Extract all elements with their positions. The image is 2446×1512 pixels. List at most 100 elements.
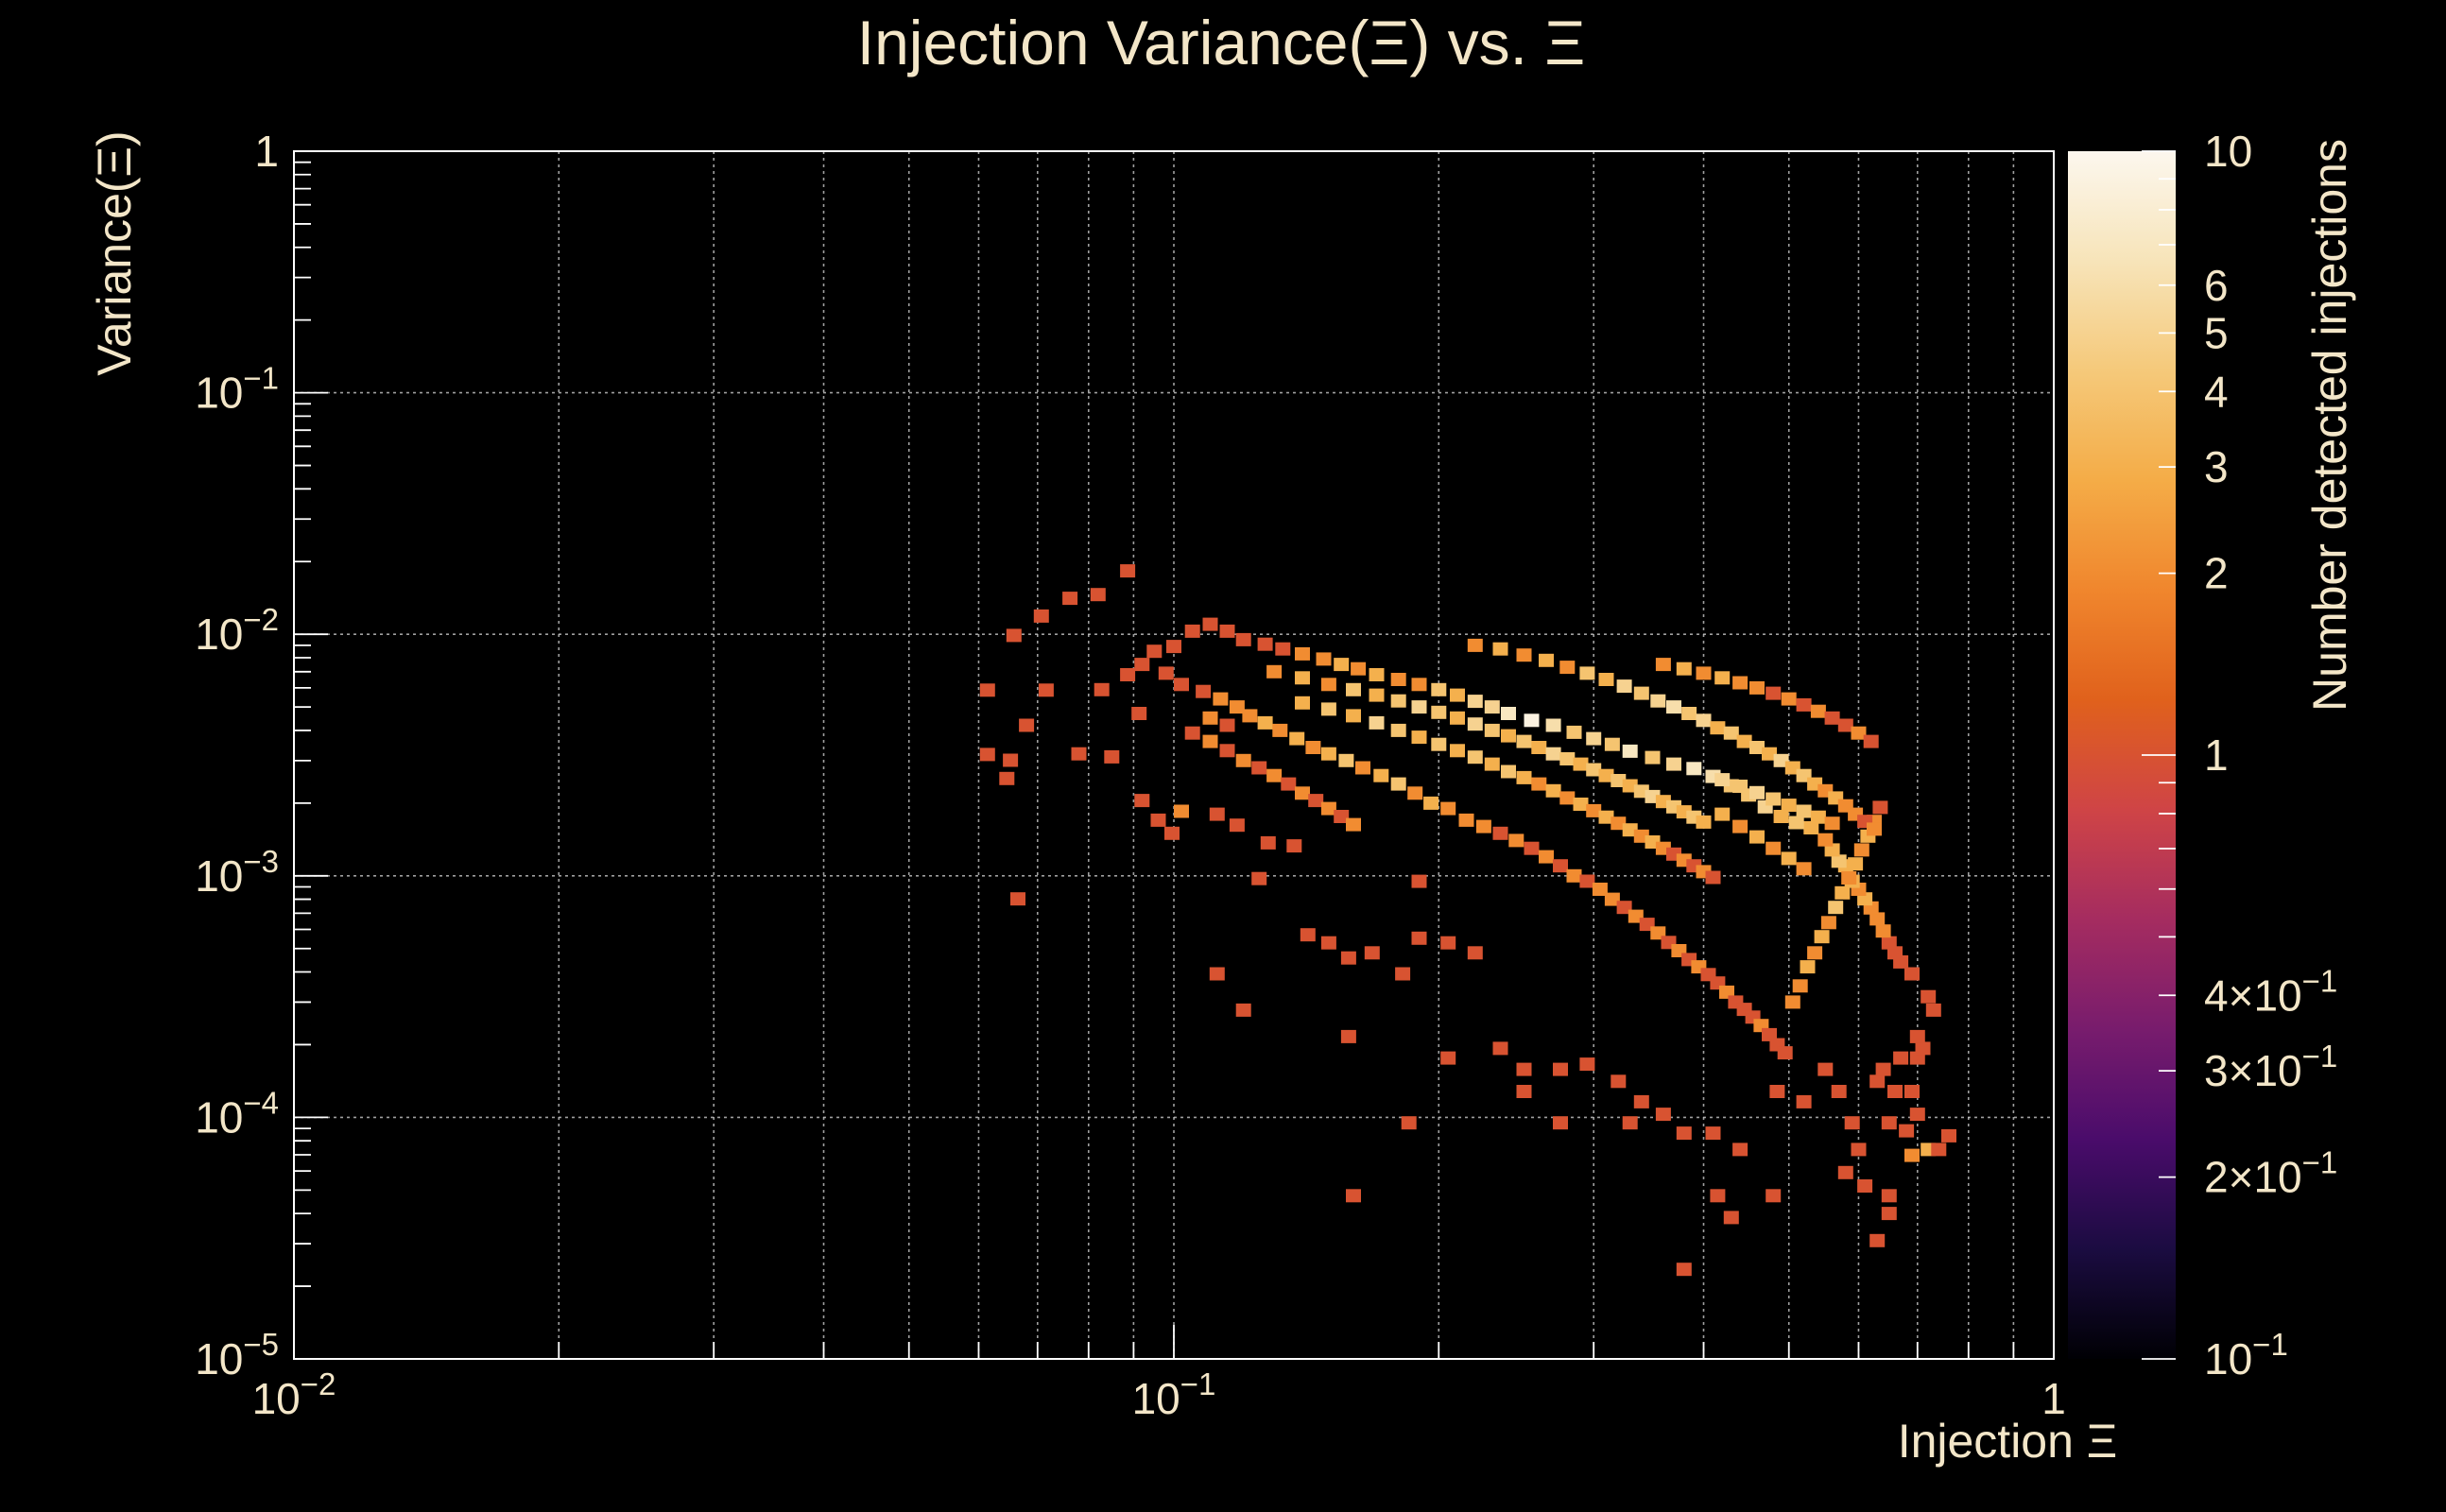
heatmap-cell — [1773, 753, 1789, 767]
heatmap-cell — [1881, 1207, 1897, 1221]
heatmap-cell — [1814, 930, 1830, 944]
heatmap-cell — [1545, 747, 1561, 761]
heatmap-cell — [1676, 1126, 1692, 1141]
heatmap-cell — [1219, 718, 1235, 732]
heatmap-cell — [1732, 676, 1748, 690]
heatmap-cell — [1915, 1041, 1931, 1056]
heatmap-cell — [1492, 826, 1508, 840]
heatmap-cell — [1266, 768, 1283, 782]
heatmap-cell — [1229, 700, 1245, 714]
heatmap-cell — [1174, 678, 1189, 692]
heatmap-cell — [1390, 723, 1406, 737]
heatmap-cell — [1174, 804, 1189, 818]
heatmap-cell — [1338, 753, 1354, 767]
heatmap-cell — [1676, 662, 1692, 676]
heatmap-cell — [1732, 1143, 1748, 1157]
heatmap-cell — [1242, 709, 1258, 723]
heatmap-cell — [1893, 1051, 1909, 1065]
heatmap-cell — [1723, 1211, 1739, 1225]
x-tick-label: 1 — [2041, 1374, 2066, 1423]
heatmap-cell — [1553, 1116, 1568, 1130]
heatmap-cell — [1346, 682, 1361, 696]
heatmap-cell — [1320, 801, 1336, 816]
heatmap-cell — [1213, 692, 1229, 706]
heatmap-cell — [1904, 1148, 1920, 1162]
heatmap-cell — [1766, 686, 1782, 700]
grid-lines — [294, 151, 2054, 1359]
heatmap-cell — [1266, 664, 1283, 679]
heatmap-cell — [1831, 854, 1847, 868]
heatmap-cell — [1781, 799, 1797, 813]
heatmap-cell — [1209, 967, 1225, 981]
heatmap-cell — [1320, 702, 1336, 716]
heatmap-cell — [1202, 734, 1218, 748]
heatmap-cell — [1749, 785, 1765, 799]
heatmap-cell — [1295, 646, 1310, 661]
heatmap-cell — [1257, 637, 1273, 651]
heatmap-cell — [1516, 1062, 1532, 1076]
heatmap-cell — [1033, 609, 1049, 623]
heatmap-cell — [1275, 642, 1291, 656]
heatmap-cell — [1887, 946, 1903, 960]
heatmap-cell — [1810, 704, 1826, 718]
heatmap-cell — [1401, 1116, 1417, 1130]
heatmap-cell — [1146, 644, 1163, 659]
heatmap-cell — [1921, 989, 1937, 1004]
heatmap-cell — [1104, 749, 1120, 764]
heatmap-cell — [1257, 715, 1273, 730]
colorbar-tick-label: 10 — [2204, 127, 2252, 176]
heatmap-cell — [1295, 696, 1310, 710]
heatmap-cell — [1090, 588, 1106, 602]
heatmap-cell — [1369, 668, 1385, 681]
y-tick-label: 10−3 — [195, 844, 279, 901]
heatmap-cell — [1431, 737, 1447, 751]
heatmap-cell — [1450, 711, 1465, 725]
heatmap-cell — [1841, 871, 1857, 885]
heatmap-cell — [1411, 931, 1427, 945]
colorbar-tick-label: 4×10−1 — [2204, 963, 2337, 1020]
heatmap-cell — [1681, 707, 1697, 720]
heatmap-cell — [1184, 726, 1200, 740]
heatmap-cell — [1749, 680, 1765, 695]
heatmap-cell — [1251, 761, 1267, 775]
heatmap-cell — [1817, 833, 1834, 847]
colorbar-tick-label: 1 — [2204, 730, 2229, 780]
heatmap-cell — [1800, 960, 1816, 974]
y-tick-label: 10−2 — [195, 602, 279, 659]
heatmap-cell — [1925, 1003, 1941, 1017]
heatmap-cell — [1289, 731, 1305, 746]
y-tick-label: 10−4 — [195, 1085, 279, 1142]
heatmap-cell — [1645, 750, 1661, 765]
heatmap-cell — [1131, 707, 1147, 720]
colorbar-tick-label: 2 — [2204, 549, 2229, 598]
heatmap-cell — [1837, 1165, 1853, 1179]
heatmap-cell — [1407, 786, 1423, 800]
heatmap-cell — [1616, 679, 1632, 694]
heatmap-cell — [1820, 916, 1836, 930]
heatmap-cell — [1373, 768, 1389, 782]
heatmap-cell — [1295, 786, 1310, 800]
heatmap-cell — [1633, 1094, 1649, 1108]
heatmap-cell — [1655, 1108, 1671, 1122]
heatmap-cell — [1696, 666, 1712, 680]
heatmap-cell — [1598, 810, 1614, 824]
heatmap-cell — [1622, 744, 1638, 758]
heatmap-cell — [1411, 730, 1427, 745]
heatmap-cell — [1622, 779, 1638, 793]
heatmap-cell — [1696, 713, 1712, 728]
heatmap-cell — [1881, 936, 1897, 950]
x-axis-title: Injection Ξ — [1898, 1415, 2118, 1468]
heatmap-cell — [1869, 1233, 1886, 1247]
heatmap-cell — [1467, 717, 1483, 731]
heatmap-cell — [1851, 726, 1867, 740]
heatmap-cells — [979, 564, 1956, 1277]
colorbar-tick-label: 3×10−1 — [2204, 1039, 2337, 1095]
heatmap-cell — [1828, 901, 1844, 915]
heatmap-cell — [1545, 783, 1561, 798]
heatmap-cell — [1762, 1027, 1777, 1041]
heatmap-cell — [1390, 777, 1406, 791]
heatmap-cell — [1411, 678, 1427, 692]
heatmap-cell — [1796, 1094, 1812, 1108]
heatmap-cell — [1736, 734, 1752, 748]
